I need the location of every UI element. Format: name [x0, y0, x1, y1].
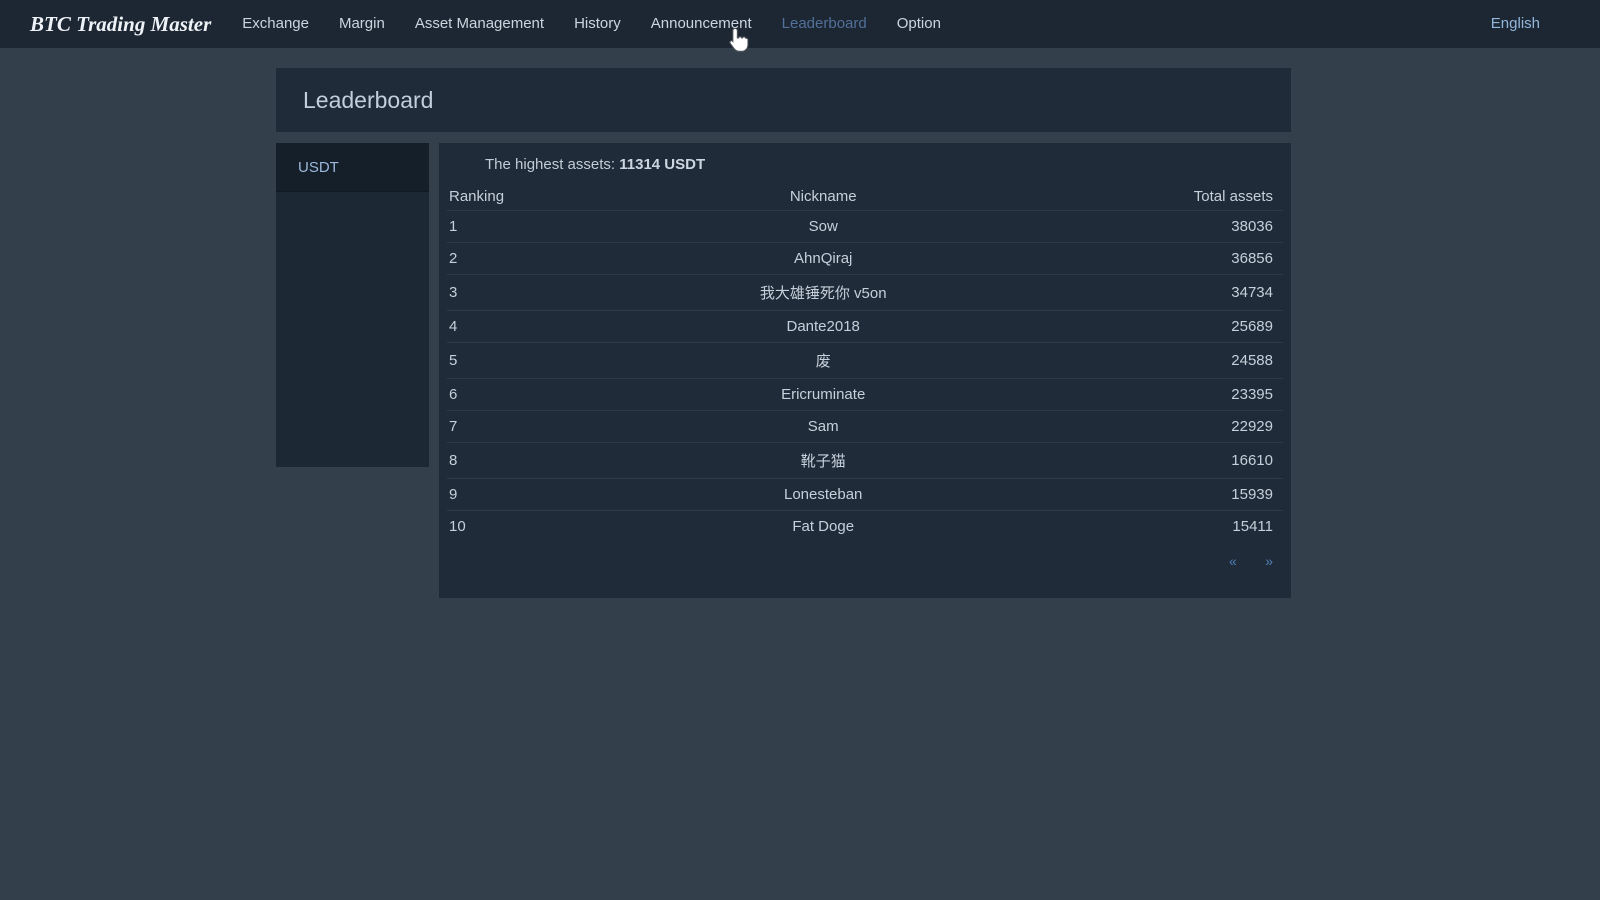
cell-total-assets: 38036 [990, 210, 1283, 243]
table-row: 9 Lonesteban 15939 [447, 478, 1283, 511]
cell-total-assets: 34734 [990, 274, 1283, 311]
cell-total-assets: 15411 [990, 510, 1283, 542]
table-row: 5 废 24588 [447, 342, 1283, 379]
caption-prefix: The highest assets: [485, 156, 620, 173]
leaderboard-table: Ranking Nickname Total assets 1 Sow 3803… [447, 183, 1283, 542]
cell-total-assets: 16610 [990, 442, 1283, 479]
cell-rank: 3 [447, 274, 656, 311]
cell-nickname: Sow [656, 210, 991, 243]
cell-rank: 2 [447, 242, 656, 275]
top-navbar: BTC Trading Master Exchange Margin Asset… [0, 0, 1600, 48]
cell-rank: 1 [447, 210, 656, 243]
cell-rank: 9 [447, 478, 656, 511]
pagination: « » [447, 542, 1283, 577]
cell-rank: 7 [447, 410, 656, 443]
cell-total-assets: 24588 [990, 342, 1283, 379]
nav-item[interactable]: Announcement [650, 15, 752, 32]
cell-total-assets: 36856 [990, 242, 1283, 275]
column-header-total-assets: Total assets [1193, 188, 1273, 205]
cell-nickname: Lonesteban [656, 478, 991, 511]
cell-rank: 4 [447, 310, 656, 343]
pagination-next-icon[interactable]: » [1265, 553, 1273, 569]
table-row: 6 Ericruminate 23395 [447, 378, 1283, 411]
currency-sidebar: USDT [276, 143, 429, 467]
table-row: 10 Fat Doge 15411 [447, 510, 1283, 542]
nav-item[interactable]: Asset Management [414, 15, 545, 32]
sidebar-tab-usdt[interactable]: USDT [276, 143, 429, 192]
page-title: Leaderboard [303, 86, 434, 113]
highest-assets-caption: The highest assets: 11314 USDT [447, 143, 1283, 183]
cell-rank: 10 [447, 510, 656, 542]
cell-nickname: Dante2018 [656, 310, 991, 343]
content-row: USDT The highest assets: 11314 USDT Rank… [276, 143, 1291, 598]
cell-total-assets: 23395 [990, 378, 1283, 411]
table-row: 7 Sam 22929 [447, 410, 1283, 443]
cell-nickname: 废 [656, 342, 991, 379]
cell-nickname: Fat Doge [656, 510, 991, 542]
cell-total-assets: 15939 [990, 478, 1283, 511]
nav-item[interactable]: Option [896, 15, 941, 32]
table-header-row: Ranking Nickname Total assets [447, 183, 1283, 211]
page-header-panel: Leaderboard [276, 68, 1291, 132]
pagination-prev-icon[interactable]: « [1228, 553, 1237, 569]
nav-item[interactable]: Leaderboard [781, 15, 867, 32]
brand-logo[interactable]: BTC Trading Master [30, 11, 212, 36]
cell-rank: 8 [447, 442, 656, 479]
nav-item[interactable]: Exchange [242, 15, 309, 32]
language-selector[interactable]: English [1490, 15, 1540, 32]
nav-item[interactable]: History [574, 15, 621, 32]
table-row: 2 AhnQiraj 36856 [447, 242, 1283, 275]
cell-total-assets: 25689 [990, 310, 1283, 343]
cell-nickname: 靴子猫 [656, 442, 991, 479]
table-row: 3 我大雄锤死你 v5on 34734 [447, 274, 1283, 311]
cell-nickname: 我大雄锤死你 v5on [656, 274, 991, 311]
table-row: 8 靴子猫 16610 [447, 442, 1283, 479]
cell-nickname: AhnQiraj [656, 242, 991, 275]
table-row: 4 Dante2018 25689 [447, 310, 1283, 343]
column-header-ranking: Ranking [449, 188, 505, 205]
nav-menu: Exchange Margin Asset Management History… [227, 0, 956, 48]
cell-rank: 5 [447, 342, 656, 379]
main-container: Leaderboard USDT The highest assets: 113… [276, 68, 1291, 598]
column-header-nickname: Nickname [789, 188, 857, 205]
cell-rank: 6 [447, 378, 656, 411]
nav-item[interactable]: Margin [338, 15, 385, 32]
leaderboard-panel: The highest assets: 11314 USDT Ranking N… [439, 143, 1291, 598]
cell-nickname: Sam [656, 410, 991, 443]
cell-total-assets: 22929 [990, 410, 1283, 443]
table-row: 1 Sow 38036 [447, 210, 1283, 243]
cell-nickname: Ericruminate [656, 378, 991, 411]
caption-value: 11314 USDT [619, 156, 706, 173]
